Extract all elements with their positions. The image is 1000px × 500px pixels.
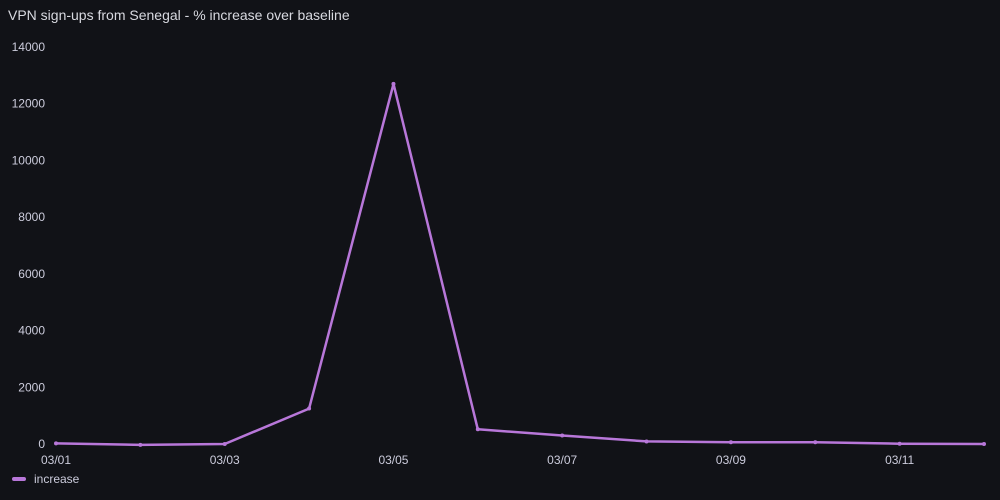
y-tick-label: 6000: [18, 267, 45, 281]
x-tick-label: 03/11: [885, 453, 914, 467]
data-point: [728, 440, 733, 445]
data-point: [307, 406, 312, 411]
x-tick-label: 03/09: [716, 453, 746, 467]
x-tick-label: 03/07: [547, 453, 577, 467]
y-tick-label: 14000: [12, 40, 46, 54]
y-tick-label: 0: [38, 437, 45, 451]
data-point: [813, 440, 818, 445]
x-tick-label: 03/01: [41, 453, 71, 467]
data-point: [391, 81, 396, 86]
data-point: [222, 442, 227, 446]
data-point: [644, 439, 649, 444]
legend[interactable]: increase: [12, 472, 79, 486]
y-tick-label: 2000: [18, 380, 45, 394]
data-point: [54, 441, 58, 446]
x-tick-label: 03/03: [210, 453, 240, 467]
legend-label: increase: [34, 472, 80, 486]
data-point: [897, 441, 902, 446]
data-point: [560, 433, 565, 438]
y-tick-label: 12000: [12, 97, 46, 111]
data-point: [982, 442, 986, 446]
panel-title: VPN sign-ups from Senegal - % increase o…: [8, 7, 350, 23]
series-line-increase: [54, 82, 986, 447]
data-point: [475, 427, 480, 432]
y-tick-label: 8000: [18, 210, 45, 224]
y-tick-label: 4000: [18, 324, 45, 338]
x-tick-label: 03/05: [378, 453, 408, 467]
y-tick-label: 10000: [12, 153, 46, 167]
legend-swatch: [12, 477, 26, 481]
data-point: [138, 442, 143, 447]
